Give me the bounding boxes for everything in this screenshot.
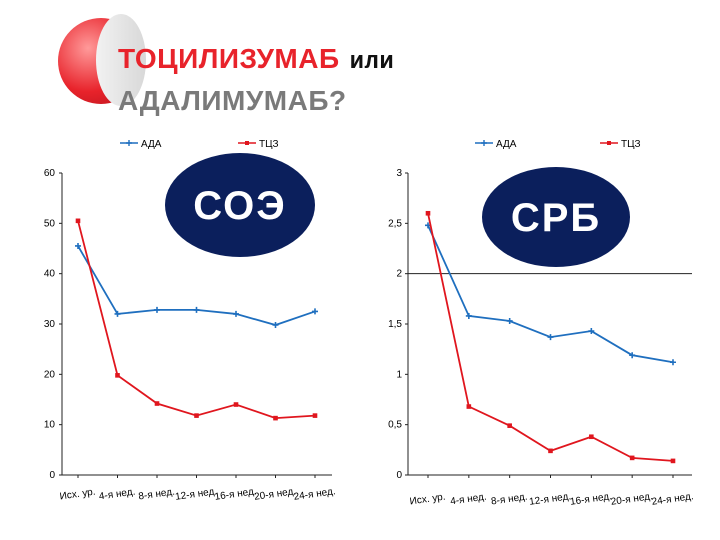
data-point-ada — [506, 317, 513, 324]
data-point-ada — [465, 312, 472, 319]
x-tick-label: 24-я нед. — [651, 491, 694, 508]
y-tick-label: 60 — [44, 168, 56, 179]
data-point-tcz — [589, 434, 594, 440]
data-point-ada — [272, 322, 279, 329]
y-tick-label: 30 — [44, 319, 56, 330]
data-point-tcz — [629, 455, 635, 461]
data-point-ada — [75, 242, 81, 249]
series-line-tcz — [77, 220, 316, 420]
data-point-tcz — [425, 210, 431, 216]
metric-badge — [482, 167, 630, 267]
x-tick-label: 8-я нед. — [490, 492, 528, 508]
y-tick-label: 0 — [49, 470, 55, 481]
x-tick-label: 16-я нед. — [569, 491, 612, 508]
data-point-tcz — [273, 415, 278, 421]
chart-esr: 0 10 20 30 40 50 60 Исх. ур. 4-я нед. 8-я нед. 12-… — [44, 139, 336, 503]
y-tick-label: 20 — [44, 369, 56, 380]
legend-label: ТЦЗ — [259, 139, 279, 150]
metric-badge-label: СОЭ — [193, 184, 286, 228]
y-tick-label: 40 — [44, 269, 56, 280]
y-tick-label: 1 — [396, 369, 402, 380]
chart-crp: 0 0,5 1 1,5 2 2,5 3 Исх. ур. 4-я нед. 8-я нед. 12-… — [388, 139, 694, 508]
x-tick-label: 20-я нед. — [610, 491, 653, 508]
title-drug-2: АДАЛИМУМАБ? — [118, 85, 347, 116]
data-point-ada — [154, 306, 160, 313]
x-tick-label: 20-я нед. — [254, 486, 297, 503]
y-tick-label: 10 — [44, 420, 56, 431]
x-tick-label: 12-я нед. — [175, 486, 218, 503]
data-point-tcz — [115, 373, 120, 378]
y-tick-label: 1,5 — [388, 319, 402, 330]
data-point-ada — [629, 352, 636, 359]
y-tick-label: 3 — [396, 168, 402, 179]
legend-label: ТЦЗ — [621, 139, 641, 150]
title-drug-1: ТОЦИЛИЗУМАБ — [118, 43, 340, 74]
data-point-ada — [670, 359, 676, 366]
title-connector: или — [349, 49, 395, 76]
data-point-tcz — [548, 448, 553, 454]
x-tick-label: 12-я нед. — [529, 491, 572, 508]
y-tick-label: 2 — [396, 269, 402, 280]
y-tick-label: 0 — [396, 470, 402, 481]
data-point-tcz — [507, 423, 512, 428]
legend-label: АДА — [141, 139, 162, 150]
legend-marker-tcz — [245, 141, 249, 145]
x-tick-label: Исх. ур. — [59, 487, 96, 503]
y-tick-label: 50 — [44, 218, 56, 229]
data-point-ada — [312, 308, 318, 315]
x-tick-label: Исх. ур. — [409, 492, 446, 508]
data-point-ada — [547, 334, 554, 341]
legend-marker-ada — [126, 140, 132, 146]
data-point-tcz — [194, 413, 199, 418]
y-tick-label: 0,5 — [388, 420, 402, 431]
data-point-tcz — [466, 404, 472, 409]
metric-badge — [165, 153, 315, 257]
data-point-ada — [588, 328, 595, 335]
slide-title: ТОЦИЛИЗУМАБ или АДАЛИМУМАБ? — [118, 38, 394, 120]
data-point-ada — [233, 310, 239, 317]
legend-label: АДА — [496, 139, 517, 150]
y-tick-label: 2,5 — [388, 218, 402, 229]
legend-marker-tcz — [607, 141, 611, 145]
data-point-tcz — [670, 458, 676, 464]
x-tick-label: 24-я нед. — [293, 486, 336, 503]
data-point-tcz — [312, 413, 318, 418]
data-point-tcz — [233, 402, 239, 407]
x-tick-label: 8-я нед. — [138, 487, 176, 503]
series-line-ada — [77, 245, 316, 326]
data-point-tcz — [154, 401, 160, 406]
x-tick-label: 4-я нед. — [98, 487, 136, 503]
title-decor-highlight — [96, 14, 146, 106]
data-point-ada — [193, 306, 200, 313]
data-point-ada — [114, 310, 121, 317]
legend-marker-ada — [481, 140, 487, 146]
data-point-tcz — [75, 218, 81, 224]
x-tick-label: 16-я нед. — [214, 486, 257, 503]
x-tick-label: 4-я нед. — [450, 492, 488, 508]
metric-badge-label: СРБ — [511, 196, 601, 240]
